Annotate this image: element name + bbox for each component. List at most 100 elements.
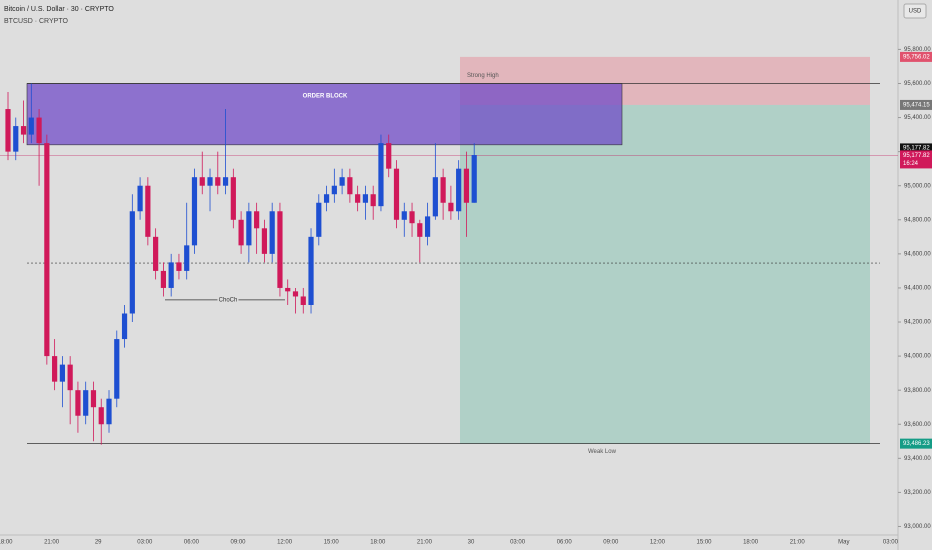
x-tick-label: 15:00 [324, 540, 340, 546]
y-tick-label: 94,400.00 [904, 286, 931, 292]
candle-body [222, 177, 229, 186]
candle-body [90, 390, 97, 408]
currency: USD [909, 9, 922, 15]
candle-body [44, 143, 50, 357]
candle-body [331, 185, 337, 195]
candle-body [261, 228, 268, 254]
weak-low-label: Weak Low [588, 449, 617, 455]
x-tick-label: 21:00 [44, 540, 60, 546]
last-price-badge [900, 150, 932, 169]
candle-body [393, 168, 400, 220]
y-tick-label: 93,800.00 [904, 388, 931, 394]
order-block [26, 83, 623, 146]
candle-body [199, 177, 205, 186]
candle-body [137, 185, 143, 212]
candle-body [471, 155, 477, 203]
candle-body [5, 109, 11, 152]
stop-badge-label: 95,756.02 [903, 54, 930, 60]
x-tick-label: 03:00 [510, 540, 526, 546]
candle-body [106, 398, 112, 425]
x-tick-label: 03:00 [883, 540, 899, 546]
candle-body [285, 287, 291, 292]
chart-title: Bitcoin / U.S. Dollar · 30 · CRYPTO [4, 6, 114, 13]
candle-body [207, 177, 213, 186]
target-badge [900, 438, 932, 449]
candle-body [36, 117, 42, 144]
candle-body [168, 262, 174, 288]
candle-body [370, 194, 376, 207]
candle-body [432, 177, 438, 217]
x-tick-label: May [838, 540, 849, 546]
candle-body [269, 211, 275, 254]
y-tick-label: 93,000.00 [904, 524, 931, 530]
stop-badge [900, 51, 932, 62]
candle-body [456, 168, 462, 212]
target-zone [460, 104, 870, 444]
candle-body [246, 211, 252, 246]
candle-body [59, 364, 65, 382]
candle-body [121, 313, 128, 340]
x-tick-label: 29 [95, 540, 102, 546]
last-price-dark-label: 95,177.82 [903, 145, 930, 151]
y-tick-label: 95,400.00 [904, 115, 931, 121]
candle-body [191, 177, 198, 246]
x-tick-label: 18:00 [370, 540, 386, 546]
y-tick-label: 94,600.00 [904, 251, 931, 257]
candle-body [13, 126, 19, 152]
x-tick-label: 15:00 [696, 540, 712, 546]
candle-body [378, 143, 384, 207]
last-price-badge-dark [900, 143, 932, 153]
y-tick-label: 93,600.00 [904, 422, 931, 428]
y-tick-label: 94,000.00 [904, 354, 931, 360]
strong-high-label: Strong High [467, 73, 499, 79]
x-tick-label: 12:00 [650, 540, 666, 546]
y-tick-label: 95,000.00 [904, 183, 931, 189]
candle-body [230, 177, 236, 220]
candle-body [386, 143, 392, 169]
entry-badge [900, 99, 932, 110]
candle-body [184, 245, 190, 271]
x-tick-label: 21:00 [417, 540, 433, 546]
x-tick-label: 06:00 [184, 540, 200, 546]
candle-body [424, 216, 431, 237]
candle-body [292, 291, 299, 297]
candle-body [114, 339, 120, 399]
countdown: 16:24 [903, 161, 919, 167]
currency-box[interactable] [903, 3, 927, 19]
x-tick-label: 06:00 [557, 540, 573, 546]
x-tick-label: 18:00 [0, 540, 13, 546]
x-tick-label: 21:00 [790, 540, 806, 546]
candle-body [463, 168, 470, 203]
x-tick-label: 09:00 [603, 540, 619, 546]
choch-label: ChoCh [219, 297, 238, 303]
candle-body [448, 202, 454, 212]
last-price-badge-label: 95,177.82 [903, 153, 930, 159]
candle-body [52, 356, 58, 382]
candle-body [215, 177, 221, 186]
chart-subtitle: BTCUSD · CRYPTO [4, 18, 68, 25]
candle-body [20, 126, 27, 135]
candle-body [145, 185, 151, 237]
candle-body [401, 211, 407, 220]
candle-body [339, 177, 345, 186]
y-tick-label: 95,600.00 [904, 81, 931, 87]
y-tick-label: 94,800.00 [904, 217, 931, 223]
candle-body [28, 117, 34, 135]
candle-body [409, 211, 415, 224]
candle-body [323, 194, 330, 203]
y-tick-label: 93,200.00 [904, 490, 931, 496]
candle-body [238, 219, 244, 246]
candle-body [417, 223, 423, 237]
candle-body [277, 211, 283, 288]
y-tick-label: 94,200.00 [904, 320, 931, 326]
x-tick-label: 18:00 [743, 540, 759, 546]
candle-body [98, 407, 104, 425]
entry-badge-label: 95,474.15 [903, 103, 930, 109]
candle-body [440, 177, 446, 203]
candle-body [347, 177, 353, 195]
candle-body [308, 236, 314, 305]
order-block-label: ORDER BLOCK [303, 94, 348, 100]
candle-body [176, 262, 182, 271]
